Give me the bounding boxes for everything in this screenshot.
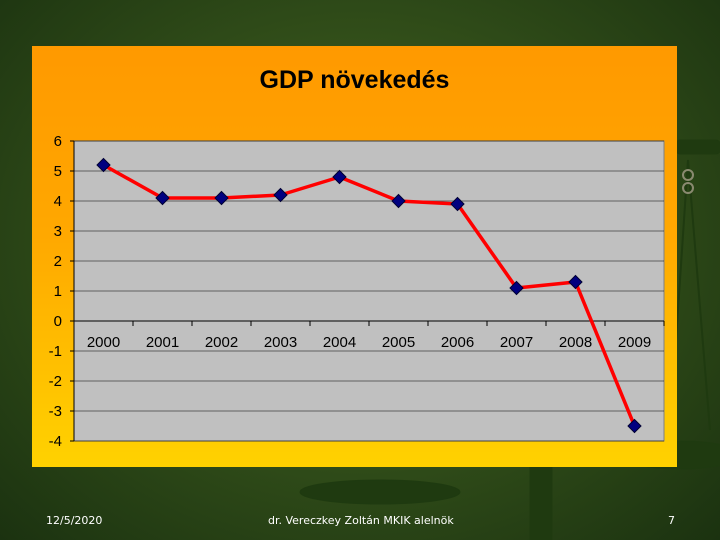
data-point-marker bbox=[96, 157, 111, 173]
x-tick-label: 2006 bbox=[441, 334, 474, 351]
y-tick-label: -4 bbox=[49, 433, 62, 450]
x-tick-label: 2002 bbox=[205, 334, 238, 351]
y-tick-label: 6 bbox=[54, 133, 62, 150]
gdp-line-chart: 6 5 4 3 2 1 0 -1 -2 -3 -4 2000 2001 2002 2003 2004 2005 2… bbox=[49, 133, 665, 450]
data-point-marker bbox=[273, 187, 288, 203]
y-tick-label: 3 bbox=[54, 223, 62, 240]
x-tick-label: 2001 bbox=[146, 334, 179, 351]
footer-author: dr. Vereczkey Zoltán MKIK alelnök bbox=[268, 514, 454, 527]
y-tick-label: 5 bbox=[54, 163, 62, 180]
footer-date: 12/5/2020 bbox=[46, 514, 103, 527]
x-tick-label: 2009 bbox=[618, 334, 651, 351]
data-point-marker bbox=[568, 274, 583, 290]
series-line bbox=[102, 163, 637, 427]
chart-title: GDP növekedés bbox=[259, 66, 450, 94]
y-tick-label: 1 bbox=[54, 283, 62, 300]
data-point-marker bbox=[155, 190, 170, 206]
y-tick-label: -2 bbox=[49, 373, 62, 390]
data-point-marker bbox=[509, 280, 524, 296]
x-tick-label: 2000 bbox=[87, 334, 120, 351]
y-tick-label: 4 bbox=[54, 193, 62, 210]
x-tick-label: 2005 bbox=[382, 334, 415, 351]
data-point-marker bbox=[391, 193, 406, 209]
y-tick-label: 0 bbox=[54, 313, 62, 330]
x-tick-label: 2003 bbox=[264, 334, 297, 351]
data-point-marker bbox=[332, 169, 347, 185]
page-number: 7 bbox=[668, 514, 675, 527]
data-point-marker bbox=[450, 196, 465, 212]
x-tick-label: 2008 bbox=[559, 334, 592, 351]
x-tick-label: 2007 bbox=[500, 334, 533, 351]
y-tick-label: -1 bbox=[49, 343, 62, 360]
data-point-marker bbox=[214, 190, 229, 206]
y-tick-label: 2 bbox=[54, 253, 62, 270]
x-tick-label: 2004 bbox=[323, 334, 356, 351]
chart-panel: GDP növekedés 6 5 4 3 2 1 0 -1 -2 -3 -4 2000 2001 200… bbox=[32, 46, 677, 467]
data-point-marker bbox=[627, 418, 642, 434]
y-tick-label: -3 bbox=[49, 403, 62, 420]
